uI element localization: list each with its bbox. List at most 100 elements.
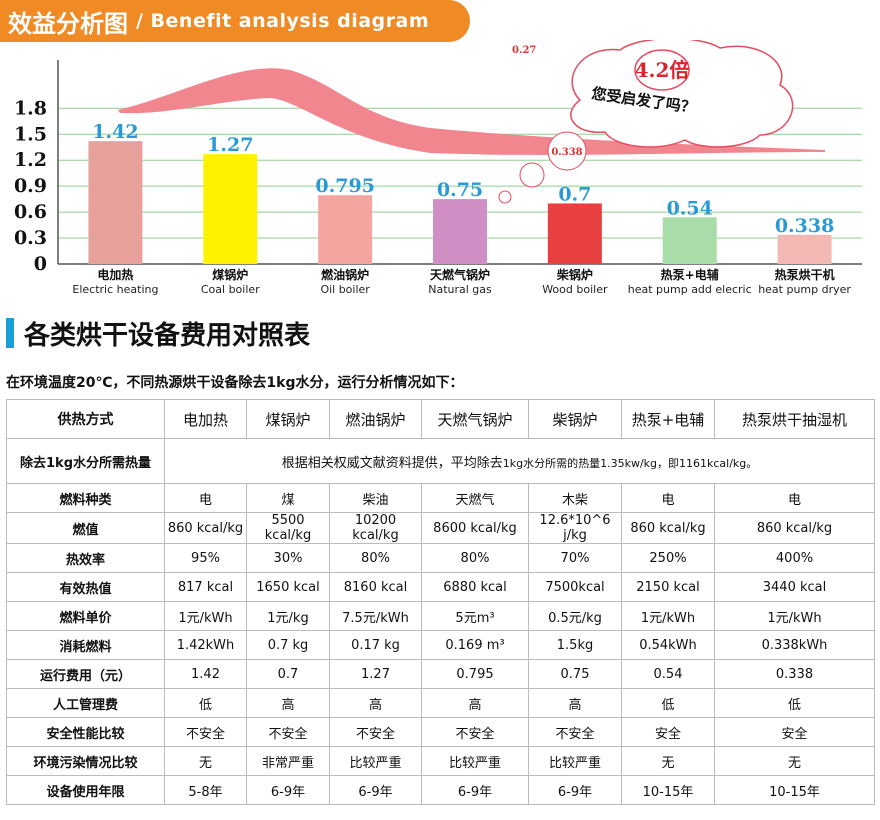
category-label-en: heat pump dryer [758, 283, 851, 296]
table-cell: 煤 [246, 483, 330, 513]
row-label: 有效热值 [6, 572, 165, 602]
category-label-en: Coal boiler [201, 283, 260, 296]
thought-dot-medium [519, 162, 545, 188]
table-cell: 比较严重 [421, 746, 529, 776]
table-cell: 天燃气 [421, 483, 529, 513]
table-cell: 电 [714, 483, 875, 513]
bar-4 [433, 199, 487, 264]
table-cell: 木柴 [528, 483, 622, 513]
table-cell: 1.42kWh [164, 630, 247, 660]
table-row: 人工管理费低高高高高低低 [6, 688, 875, 718]
table-cell: 6-9年 [421, 775, 529, 805]
table-cell: 8600 kcal/kg [421, 512, 529, 544]
thought-cloud [570, 40, 794, 148]
annotation-multiple: 4.2倍 [635, 58, 690, 82]
column-header: 热泵烘干抽湿机 [714, 399, 875, 439]
table-cell: 0.795 [421, 659, 529, 689]
bar-5 [547, 203, 602, 264]
row-label: 除去1kg水分所需热量 [6, 438, 165, 484]
y-tick-label: 1.8 [14, 97, 47, 119]
y-tick-label: 0.6 [14, 201, 47, 223]
row-label: 消耗燃料 [6, 630, 165, 660]
column-header: 柴锅炉 [528, 399, 622, 439]
bar-value-label: 0.795 [315, 175, 375, 197]
table-cell: 不安全 [329, 717, 422, 747]
category-label-en: Natural gas [428, 283, 492, 296]
table-cell: 860 kcal/kg [621, 512, 715, 544]
table-cell: 2150 kcal [621, 572, 715, 602]
bar-6 [662, 217, 717, 264]
table-cell: 无 [164, 746, 247, 776]
bar-value-label: 0.338 [775, 215, 835, 237]
table-cell: 70% [528, 543, 622, 573]
annotation-bubble-value: 0.338 [551, 147, 582, 158]
heat-text-small: 1kg水分所需的热量1.35kw/kg，即1161kcal/kg。 [502, 456, 758, 470]
table-cell: 不安全 [164, 717, 247, 747]
table-cell: 1.42 [164, 659, 247, 689]
y-tick-label: 1.2 [14, 149, 47, 171]
banner-title-cn: 效益分析图 [8, 9, 128, 38]
comparison-table: 供热方式 电加热 煤锅炉 燃油锅炉 天燃气锅炉 柴锅炉 热泵+电辅 热泵烘干抽湿机 除去1kg水… [6, 399, 875, 805]
table-cell: 无 [621, 746, 715, 776]
category-label-cn: 热泵烘干机 [775, 267, 835, 282]
table-row: 热效率 95% 30% 80% 80% 70% 250% 400% [6, 543, 875, 573]
row-label: 燃料单价 [6, 601, 165, 631]
banner-title-en: / Benefit analysis diagram [136, 10, 430, 32]
bar-value-label: 1.27 [207, 134, 253, 156]
table-cell: 6-9年 [329, 775, 422, 805]
table-cell: 0.54kWh [621, 630, 715, 660]
y-tick-label: 1.5 [14, 123, 47, 145]
row-label: 人工管理费 [6, 688, 165, 718]
table-cell: 安全 [621, 717, 715, 747]
annotation-small: 0.27 [512, 45, 536, 56]
table-cell: 7.5元/kWh [329, 601, 422, 631]
table-cell: 比较严重 [528, 746, 622, 776]
row-label: 环境污染情况比较 [6, 746, 165, 776]
table-cell: 0.54 [621, 659, 715, 689]
table-row: 燃料单价 1元/kWh 1元/kg 7.5元/kWh 5元m³ 0.5元/kg 1元/kWh… [6, 601, 875, 631]
section-heading: 各类烘干设备费用对照表 [6, 316, 311, 351]
table-cell: 95% [164, 543, 247, 573]
category-label-en: Wood boiler [542, 283, 608, 296]
table-cell: 不安全 [528, 717, 622, 747]
column-header: 煤锅炉 [246, 399, 330, 439]
table-cell: 高 [421, 688, 529, 718]
row-label: 安全性能比较 [6, 717, 165, 747]
trend-band [118, 68, 825, 155]
category-label-en: heat pump add elecric [628, 283, 752, 296]
category-label-cn: 热泵+电辅 [661, 267, 719, 282]
table-cell: 高 [528, 688, 622, 718]
y-tick-label: 0.3 [14, 227, 47, 249]
table-cell: 非常严重 [246, 746, 330, 776]
column-header: 天燃气锅炉 [421, 399, 529, 439]
table-cell: 5500 kcal/kg [246, 512, 330, 544]
table-cell: 低 [164, 688, 247, 718]
heat-text-main: 根据相关权威文献资料提供，平均除去 [281, 455, 503, 471]
section-title: 各类烘干设备费用对照表 [24, 320, 311, 351]
row-label: 供热方式 [6, 399, 165, 439]
row-label: 燃料种类 [6, 483, 165, 513]
table-header-row: 供热方式 电加热 煤锅炉 燃油锅炉 天燃气锅炉 柴锅炉 热泵+电辅 热泵烘干抽湿机 [6, 399, 875, 439]
table-cell: 低 [714, 688, 875, 718]
table-cell: 无 [714, 746, 875, 776]
table-cell: 400% [714, 543, 875, 573]
table-cell: 1.27 [329, 659, 422, 689]
table-cell: 10200 kcal/kg [329, 512, 422, 544]
bar-value-label: 0.75 [437, 179, 483, 201]
table-cell: 0.7 [246, 659, 330, 689]
table-cell: 高 [246, 688, 330, 718]
table-row: 燃值 860 kcal/kg 5500 kcal/kg 10200 kcal/kg 86… [6, 512, 875, 544]
table-cell: 0.75 [528, 659, 622, 689]
bar-value-label: 1.42 [92, 121, 138, 143]
table-row-heat-required: 除去1kg水分所需热量 根据相关权威文献资料提供，平均除去1kg水分所需的热量1.… [6, 438, 875, 484]
table-cell: 0.17 kg [329, 630, 422, 660]
table-cell: 安全 [714, 717, 875, 747]
thought-dot-small [498, 190, 512, 204]
table-cell: 1.5kg [528, 630, 622, 660]
table-row: 运行费用（元） 1.42 0.7 1.27 0.795 0.75 0.54 0.338 [6, 659, 875, 689]
column-header: 燃油锅炉 [329, 399, 422, 439]
table-subtitle: 在环境温度20℃，不同热源烘干设备除去1kg水分，运行分析情况如下： [6, 375, 464, 391]
column-header: 电加热 [164, 399, 247, 439]
category-label-cn: 柴锅炉 [556, 267, 593, 282]
